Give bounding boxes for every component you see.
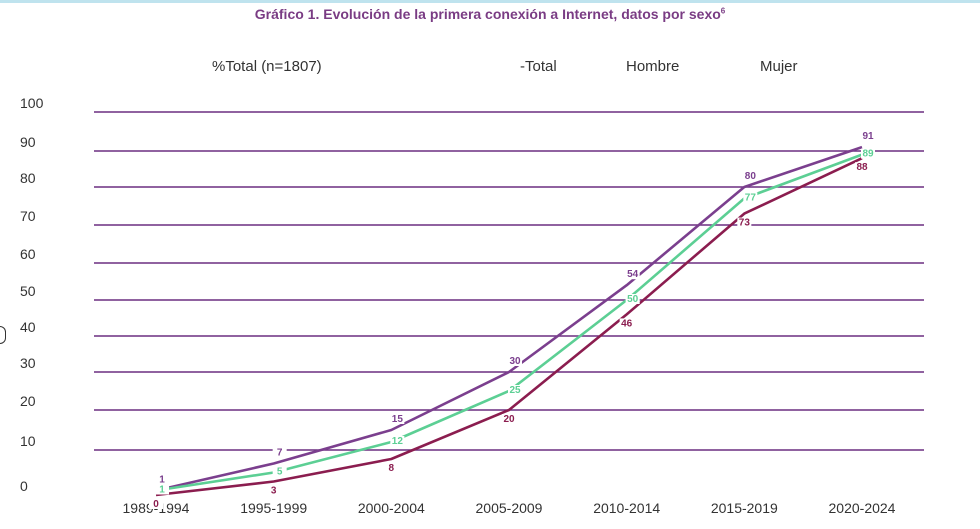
- series-line-hombre: [155, 145, 863, 492]
- data-label-bg: [390, 414, 405, 424]
- data-label-bg: [155, 474, 169, 485]
- chart-title: Gráfico 1. Evolución de la primera conex…: [0, 6, 980, 22]
- y-tick-label-80: 80: [20, 170, 36, 186]
- data-label-bg: [855, 162, 869, 173]
- data-label-mujer: 20: [503, 414, 515, 425]
- y-tick-label-100: 100: [20, 95, 44, 111]
- data-label-bg: [508, 385, 522, 395]
- data-label-bg: [625, 294, 640, 304]
- data-label-bg: [743, 192, 758, 203]
- data-label-mujer: 88: [856, 162, 868, 173]
- data-label-total: 50: [627, 294, 639, 305]
- data-label-bg: [384, 463, 399, 473]
- legend-hombre: Hombre: [626, 58, 680, 75]
- data-label-total: 12: [392, 436, 404, 447]
- data-label-hombre: 1: [159, 475, 165, 486]
- data-label-total: 25: [509, 385, 521, 396]
- x-axis: 1989-19941995-19992000-20042005-20092010…: [123, 500, 896, 516]
- data-label-mujer: 73: [739, 218, 751, 229]
- data-label-hombre: 7: [277, 448, 283, 459]
- data-label-hombre: 80: [745, 171, 757, 182]
- legend-total: -Total: [520, 58, 557, 75]
- data-label-mujer: 0: [153, 499, 159, 510]
- chart-title-text: Gráfico 1. Evolución de la primera conex…: [254, 6, 721, 22]
- y-tick-label-70: 70: [20, 208, 36, 224]
- y-tick-label-10: 10: [20, 433, 36, 449]
- data-label-bg: [619, 318, 634, 329]
- y-tick-label-50: 50: [20, 283, 36, 299]
- x-tick-label-2010-2014: 2010-2014: [593, 500, 660, 516]
- data-label-bg: [861, 148, 875, 159]
- data-label-bg: [155, 484, 169, 495]
- data-label-bg: [737, 217, 752, 228]
- data-label-hombre: 91: [862, 131, 874, 142]
- x-tick-label-2015-2019: 2015-2019: [711, 500, 778, 516]
- data-label-bg: [743, 171, 758, 181]
- y-tick-label-30: 30: [20, 355, 36, 371]
- data-label-bg: [625, 269, 640, 280]
- y-axis: 0 10 20 30 40 50 60 70 80 90 100: [20, 95, 44, 494]
- data-label-mujer: 3: [271, 486, 277, 497]
- data-label-bg: [861, 131, 875, 142]
- data-label-bg: [508, 356, 522, 366]
- top-border: [0, 0, 980, 3]
- y-tick-label-0: 0: [20, 478, 28, 494]
- chart-subtitle: %Total (n=1807): [212, 58, 322, 75]
- data-label-bg: [390, 436, 405, 446]
- data-label-bg: [149, 499, 163, 509]
- x-tick-label-2020-2024: 2020-2024: [829, 500, 896, 516]
- data-label-mujer: 8: [389, 463, 395, 474]
- data-label-bg: [272, 447, 287, 458]
- legend-mujer: Mujer: [760, 58, 798, 75]
- series-line-total: [155, 153, 863, 492]
- data-label-total: 89: [862, 149, 874, 160]
- data-label-mujer: 46: [621, 318, 633, 329]
- y-tick-label-40: 40: [20, 319, 36, 335]
- grid-lines: [94, 111, 924, 451]
- data-label-hombre: 54: [627, 269, 639, 280]
- x-tick-label-1995-1999: 1995-1999: [240, 500, 307, 516]
- data-label-bg: [272, 466, 287, 477]
- series-line-mujer: [155, 157, 863, 497]
- data-label-hombre: 15: [392, 414, 404, 425]
- data-label-total: 1: [159, 485, 165, 496]
- data-label-bg: [266, 485, 281, 496]
- x-tick-label-2000-2004: 2000-2004: [358, 500, 425, 516]
- y-tick-label-20: 20: [20, 393, 36, 409]
- y-tick-label-60: 60: [20, 246, 36, 262]
- data-label-hombre: 30: [509, 356, 521, 367]
- data-label-total: 5: [277, 467, 283, 478]
- y-tick-label-90: 90: [20, 134, 36, 150]
- data-label-total: 77: [745, 192, 757, 203]
- title-footnote: 6: [720, 6, 726, 16]
- data-label-bg: [502, 414, 516, 424]
- x-tick-label-2005-2009: 2005-2009: [476, 500, 543, 516]
